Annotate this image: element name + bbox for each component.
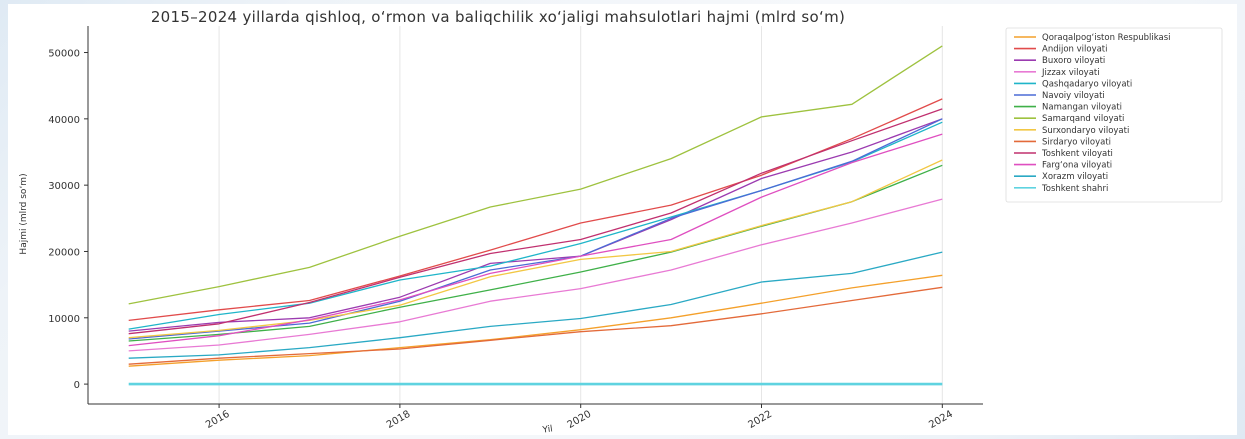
series-line-3 xyxy=(128,118,943,332)
series-line-7 xyxy=(128,164,943,342)
series-line-12 xyxy=(128,133,943,347)
chart-card: 2015–2024 yillarda qishloq, o‘rmon va ba… xyxy=(8,4,1237,435)
line-chart: 2015–2024 yillarda qishloq, o‘rmon va ba… xyxy=(19,8,1223,435)
legend: Qoraqalpog‘iston Respublikasi Andijon vil… xyxy=(1005,27,1223,203)
legend-entry-label: Sirdaryo viloyati xyxy=(1042,137,1111,147)
x-tick-label: 2022 xyxy=(746,409,774,431)
series-line-13 xyxy=(128,251,943,359)
legend-entry-label: Surxondaryo viloyati xyxy=(1042,126,1129,136)
legend-entry-label: Jizzax viloyati xyxy=(1041,68,1100,78)
series-line-1 xyxy=(128,274,943,367)
grid xyxy=(218,26,943,404)
x-tick-label: 2024 xyxy=(927,409,955,431)
series-lines xyxy=(128,45,943,386)
series-line-9 xyxy=(128,159,943,339)
series-line-11 xyxy=(128,108,943,335)
y-tick-label: 20000 xyxy=(48,247,80,258)
legend-entry-label: Toshkent viloyati xyxy=(1041,149,1113,159)
legend-entry-label: Qoraqalpog‘iston Respublikasi xyxy=(1042,33,1171,43)
series-line-10 xyxy=(128,286,943,365)
legend-entry-label: Farg‘ona viloyati xyxy=(1042,161,1112,171)
y-tick-label: 50000 xyxy=(48,49,80,60)
series-line-8 xyxy=(128,45,943,305)
legend-entry-label: Toshkent shahri xyxy=(1041,184,1108,194)
legend-entry-label: Samarqand viloyati xyxy=(1042,114,1124,124)
legend-entry-label: Xorazm viloyati xyxy=(1042,172,1108,182)
legend-box xyxy=(1005,27,1223,203)
x-axis-label: Yil xyxy=(541,424,553,435)
y-tick-label: 0 xyxy=(74,380,80,391)
y-tick-label: 10000 xyxy=(48,314,80,325)
y-tick-label: 30000 xyxy=(48,181,80,192)
legend-entry-label: Andijon viloyati xyxy=(1042,45,1108,55)
legend-entry-label: Qashqadaryo viloyati xyxy=(1042,79,1132,89)
x-tick-label: 2016 xyxy=(204,409,232,431)
series-line-5 xyxy=(128,121,943,330)
axes: 2016 2018 2020 2022 2024 0 10000 20000 30000 4000… xyxy=(48,26,983,431)
y-tick-label: 40000 xyxy=(48,115,80,126)
x-tick-label: 2020 xyxy=(566,409,594,431)
chart-title: 2015–2024 yillarda qishloq, o‘rmon va ba… xyxy=(151,8,845,26)
legend-entry-label: Namangan viloyati xyxy=(1042,103,1122,113)
legend-entry-label: Buxoro viloyati xyxy=(1042,56,1105,66)
legend-entry-label: Navoiy viloyati xyxy=(1042,91,1105,101)
y-axis-label: Hajmi (mlrd so‘m) xyxy=(19,173,29,254)
x-tick-label: 2018 xyxy=(385,409,413,431)
series-line-4 xyxy=(128,198,943,352)
